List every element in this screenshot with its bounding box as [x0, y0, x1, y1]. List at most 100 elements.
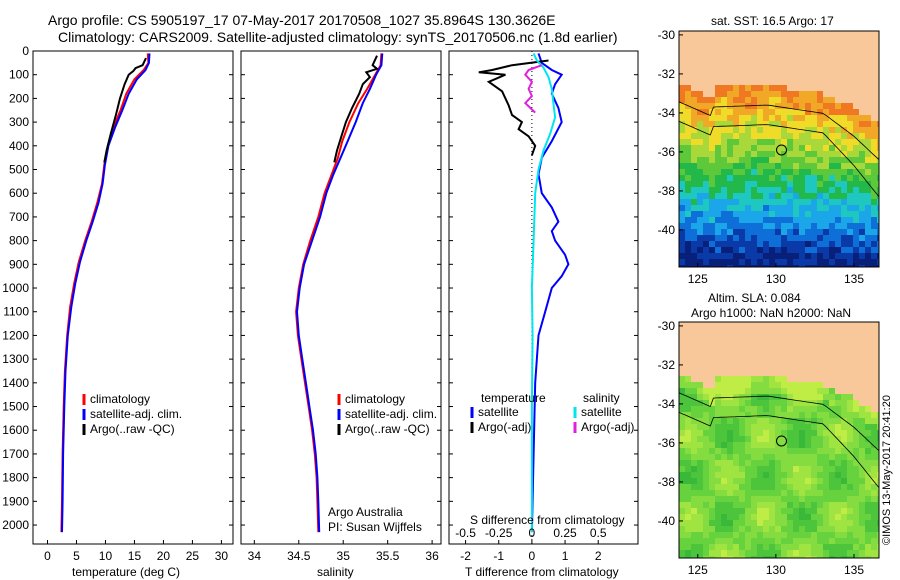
map-cell	[859, 532, 865, 538]
map-cell	[823, 121, 829, 127]
map-cell	[847, 448, 853, 454]
map-cell	[871, 157, 877, 163]
map-cell	[853, 544, 859, 550]
map-cell	[877, 133, 879, 139]
map-cell	[697, 490, 703, 496]
map-cell	[679, 430, 685, 436]
series-line	[478, 59, 549, 156]
map-cell	[769, 37, 775, 43]
map-cell	[697, 550, 703, 556]
map-cell	[799, 472, 805, 478]
map-cell	[859, 187, 865, 193]
map-cell	[835, 418, 841, 424]
map-cell	[715, 478, 721, 484]
map-cell	[739, 235, 745, 241]
map-cell	[691, 55, 697, 61]
map-cell	[697, 352, 703, 358]
map-cell	[799, 31, 805, 37]
map-cell	[847, 502, 853, 508]
x-tick-label: 36	[425, 549, 439, 563]
map-cell	[805, 187, 811, 193]
map-cell	[781, 400, 787, 406]
map-cell	[691, 139, 697, 145]
series-line	[333, 55, 380, 163]
map-cell	[823, 187, 829, 193]
map-cell	[877, 406, 879, 412]
map-cell	[787, 97, 793, 103]
map-cell	[811, 538, 817, 544]
map-cell	[799, 532, 805, 538]
map-cell	[847, 424, 853, 430]
map-cell	[709, 259, 715, 265]
map-cell	[757, 157, 763, 163]
map-cell	[733, 187, 739, 193]
map-cell	[781, 253, 787, 259]
map-cell	[811, 472, 817, 478]
map-cell	[721, 97, 727, 103]
map-cell	[805, 73, 811, 79]
map-cell	[763, 484, 769, 490]
map-cell	[739, 175, 745, 181]
map-cell	[793, 514, 799, 520]
map-cell	[739, 223, 745, 229]
map-cell	[751, 121, 757, 127]
map-cell	[751, 460, 757, 466]
map-cell	[721, 430, 727, 436]
map-cell	[877, 322, 879, 328]
map-cell	[859, 376, 865, 382]
map-cell	[745, 187, 751, 193]
map-cell	[859, 181, 865, 187]
map-cell	[847, 169, 853, 175]
map-cell	[877, 145, 879, 151]
map-cell	[751, 424, 757, 430]
map-cell	[727, 79, 733, 85]
map-cell	[799, 484, 805, 490]
map-cell	[781, 49, 787, 55]
map-cell	[769, 43, 775, 49]
map-cell	[721, 163, 727, 169]
map-cell	[751, 205, 757, 211]
map-cell	[781, 199, 787, 205]
map-cell	[859, 103, 865, 109]
map-x-tick-label: 125	[688, 563, 708, 577]
map-cell	[799, 229, 805, 235]
map-cell	[733, 370, 739, 376]
map-cell	[781, 61, 787, 67]
map-cell	[757, 484, 763, 490]
map-cell	[799, 265, 805, 267]
map-cell	[739, 442, 745, 448]
map-cell	[853, 496, 859, 502]
map-cell	[847, 556, 853, 558]
map-cell	[721, 193, 727, 199]
map-cell	[703, 364, 709, 370]
map-cell	[685, 532, 691, 538]
map-cell	[679, 466, 685, 472]
map-cell	[811, 217, 817, 223]
map-cell	[739, 97, 745, 103]
map-cell	[811, 235, 817, 241]
s-tick-label: 0.25	[553, 526, 577, 540]
map-cell	[721, 436, 727, 442]
map-cell	[781, 223, 787, 229]
map-cell	[727, 526, 733, 532]
map-cell	[799, 340, 805, 346]
map-cell	[775, 364, 781, 370]
map-cell	[877, 115, 879, 121]
map-cell	[679, 109, 685, 115]
map-cell	[799, 346, 805, 352]
map-cell	[703, 382, 709, 388]
map-cell	[817, 526, 823, 532]
map-cell	[799, 508, 805, 514]
map-cell	[709, 346, 715, 352]
map-cell	[823, 199, 829, 205]
map-cell	[829, 454, 835, 460]
map-cell	[697, 370, 703, 376]
map-cell	[847, 538, 853, 544]
map-cell	[847, 340, 853, 346]
map-cell	[859, 193, 865, 199]
map-cell	[769, 346, 775, 352]
map-cell	[859, 412, 865, 418]
map-cell	[829, 229, 835, 235]
map-cell	[829, 376, 835, 382]
map-cell	[679, 115, 685, 121]
